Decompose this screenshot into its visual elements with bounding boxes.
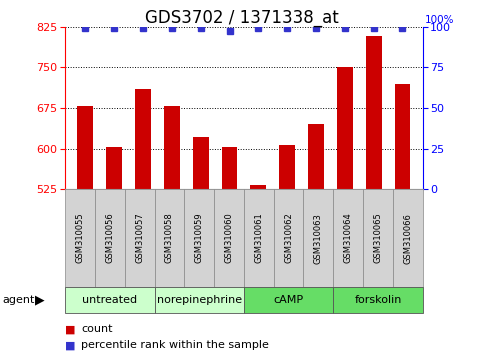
Text: GSM310058: GSM310058 [165, 213, 174, 263]
Text: forskolin: forskolin [354, 295, 402, 305]
Text: GSM310056: GSM310056 [105, 213, 114, 263]
Text: GSM310055: GSM310055 [76, 213, 85, 263]
Bar [337, 67, 353, 354]
Text: norepinephrine: norepinephrine [156, 295, 242, 305]
Text: GSM310061: GSM310061 [255, 213, 263, 263]
Bar [106, 147, 122, 354]
Text: ■: ■ [65, 340, 76, 350]
Text: cAMP: cAMP [273, 295, 304, 305]
Text: untreated: untreated [82, 295, 138, 305]
Text: GDS3702 / 1371338_at: GDS3702 / 1371338_at [144, 9, 339, 27]
Text: ■: ■ [65, 324, 76, 334]
Text: agent: agent [2, 295, 35, 305]
Text: GSM310057: GSM310057 [135, 213, 144, 263]
Text: GSM310062: GSM310062 [284, 213, 293, 263]
Bar [222, 147, 238, 354]
Bar [366, 36, 382, 354]
Bar [279, 145, 295, 354]
Bar [135, 89, 151, 354]
Bar [250, 185, 266, 354]
Text: ▶: ▶ [35, 293, 45, 307]
Text: count: count [81, 324, 113, 334]
Text: GSM310063: GSM310063 [314, 213, 323, 263]
Text: percentile rank within the sample: percentile rank within the sample [81, 340, 269, 350]
Text: GSM310060: GSM310060 [225, 213, 233, 263]
Text: GSM310065: GSM310065 [373, 213, 383, 263]
Bar [77, 106, 93, 354]
Text: GSM310064: GSM310064 [344, 213, 353, 263]
Text: GSM310059: GSM310059 [195, 213, 204, 263]
Bar [308, 124, 324, 354]
Text: 100%: 100% [425, 15, 455, 25]
Bar [395, 84, 411, 354]
Text: GSM310066: GSM310066 [403, 213, 412, 263]
Bar [164, 106, 180, 354]
Bar [193, 137, 209, 354]
